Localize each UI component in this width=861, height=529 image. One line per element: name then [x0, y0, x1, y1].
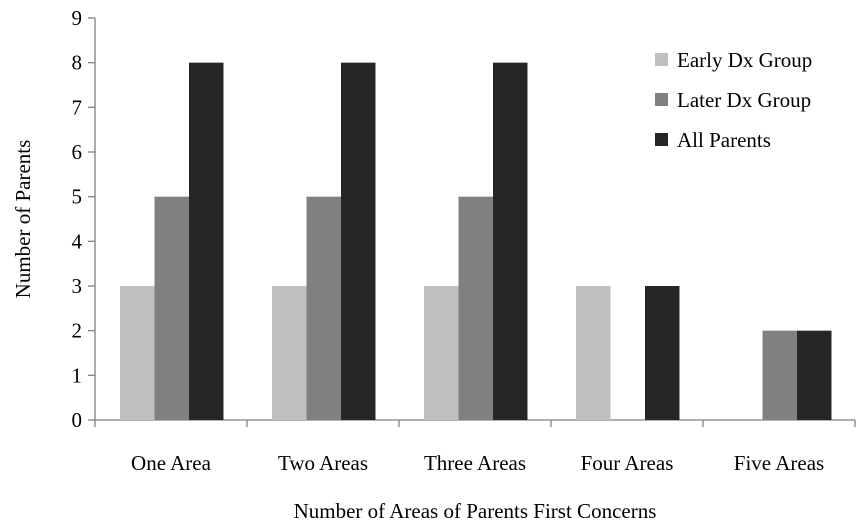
y-tick-label: 9	[72, 6, 83, 30]
legend-swatch	[655, 53, 668, 66]
bar	[576, 286, 611, 420]
bar	[120, 286, 155, 420]
x-category-label: One Area	[131, 451, 212, 475]
x-axis-title: Number of Areas of Parents First Concern…	[294, 499, 657, 523]
y-tick-label: 3	[72, 274, 83, 298]
x-category-label: Five Areas	[734, 451, 824, 475]
x-axis-ticks: One Area Two Areas Three Areas Four Areas Fi…	[94, 420, 856, 475]
bar	[154, 196, 189, 420]
y-axis-title: Number of Parents	[11, 140, 35, 299]
y-tick-label: 8	[72, 51, 83, 75]
legend: Early Dx Group Later Dx Group All Parents	[655, 48, 812, 152]
x-category-label: Three Areas	[424, 451, 526, 475]
legend-swatch	[655, 133, 668, 146]
y-tick-label: 7	[72, 95, 83, 119]
y-tick-label: 6	[72, 140, 83, 164]
bar	[493, 62, 528, 421]
bar	[341, 62, 376, 421]
y-tick-label: 4	[72, 229, 83, 253]
bar	[797, 330, 832, 420]
x-category-label: Two Areas	[278, 451, 368, 475]
y-tick-label: 0	[72, 408, 83, 432]
bar	[458, 196, 493, 420]
bar	[424, 286, 459, 420]
legend-label: Later Dx Group	[677, 88, 811, 112]
bar	[306, 196, 341, 420]
y-tick-label: 5	[72, 185, 83, 209]
y-tick-label: 1	[72, 363, 83, 387]
bars	[120, 62, 832, 421]
legend-swatch	[655, 93, 668, 106]
y-tick-label: 2	[72, 319, 83, 343]
legend-label: All Parents	[677, 128, 771, 152]
bar	[762, 330, 797, 420]
y-axis-ticks: 0 1 2 3 4 5 6 7 8 9	[72, 6, 95, 432]
bar	[189, 62, 224, 421]
x-category-label: Four Areas	[581, 451, 674, 475]
legend-label: Early Dx Group	[677, 48, 812, 72]
bar	[272, 286, 307, 420]
bar	[645, 286, 680, 420]
